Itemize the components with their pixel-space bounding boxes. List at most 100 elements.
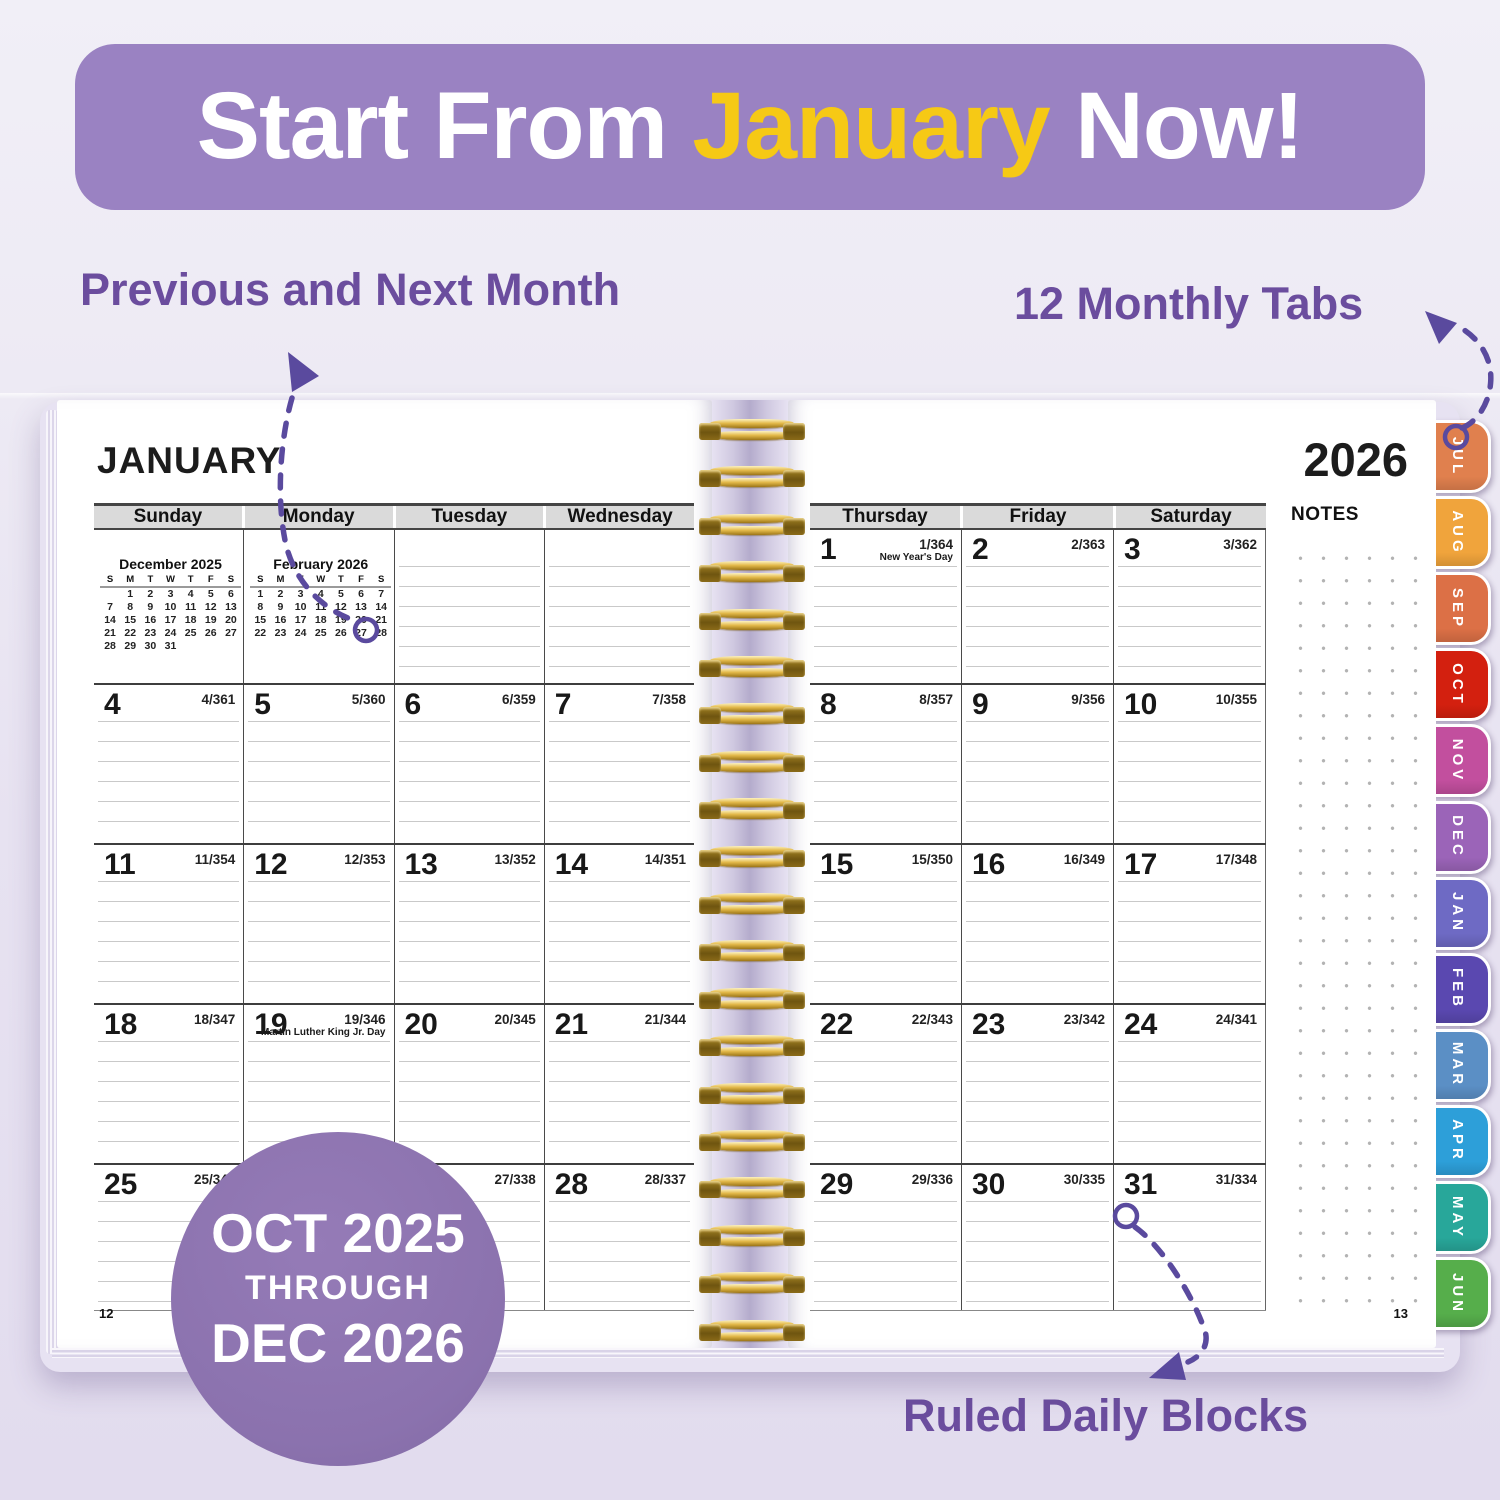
mini-day: 30 xyxy=(144,640,157,652)
spiral-loop xyxy=(697,893,807,919)
ruled-lines xyxy=(814,881,957,997)
notes-dot-grid xyxy=(1284,540,1424,1312)
mini-day: 26 xyxy=(204,627,217,639)
day-cell: 2 2/363 xyxy=(962,530,1114,683)
mini-day-letter: S xyxy=(106,574,114,585)
mini-day-letter: T xyxy=(187,574,194,585)
day-header: Saturday xyxy=(1116,506,1266,528)
day-cell: 9 9/356 xyxy=(962,685,1114,843)
spiral-anchor xyxy=(783,897,805,914)
month-tab-label: OCT xyxy=(1449,662,1466,707)
month-tab-label: JUN xyxy=(1449,1272,1466,1315)
spiral-anchor xyxy=(699,470,721,488)
date-number: 4 xyxy=(104,688,121,721)
spiral-wire xyxy=(710,1082,794,1092)
day-header: Wednesday xyxy=(546,506,694,528)
mini-day: 21 xyxy=(104,627,116,639)
day-of-year: 19/346 xyxy=(344,1012,386,1027)
mini-day: 25 xyxy=(184,627,197,639)
date-range-badge: OCT 2025 THROUGH DEC 2026 xyxy=(171,1132,505,1466)
day-of-year: 18/347 xyxy=(193,1012,236,1027)
mini-day: 5 xyxy=(337,588,344,600)
spiral-wire xyxy=(710,466,794,476)
spiral-anchor xyxy=(699,802,721,820)
day-of-year: 23/342 xyxy=(1063,1012,1105,1027)
mini-day: 7 xyxy=(378,588,385,600)
month-tab-label: JAN xyxy=(1449,892,1466,935)
spiral-anchor xyxy=(699,1181,721,1199)
ruled-lines xyxy=(966,1201,1109,1304)
spiral-anchor xyxy=(783,707,805,725)
day-cell: 4 4/361 xyxy=(94,685,245,843)
ruled-lines xyxy=(398,566,540,677)
ruled-lines xyxy=(966,881,1109,997)
binding-gap xyxy=(712,400,788,1348)
month-tab-nov: NOV xyxy=(1427,724,1491,798)
day-header: Thursday xyxy=(810,506,963,528)
spiral-wire xyxy=(710,608,794,618)
badge-line-1: OCT 2025 xyxy=(211,1202,465,1264)
mini-day: 17 xyxy=(164,614,177,626)
mini-day-letter: W xyxy=(166,574,175,585)
week-row: December 2025 S M T W T F S 1 2 3 4 5 6 7 8 9 10 11 12 13 14 1… xyxy=(94,530,694,683)
spiral-anchor xyxy=(699,754,721,772)
ruled-lines xyxy=(98,881,240,997)
day-of-year: 29/336 xyxy=(911,1172,953,1187)
ruled-lines xyxy=(98,721,240,837)
ruled-lines xyxy=(548,1201,690,1304)
spiral-wire xyxy=(710,810,794,820)
spiral-anchor xyxy=(699,944,721,962)
right-day-header-row: Thursday Friday Saturday xyxy=(810,503,1266,530)
mini-day: 10 xyxy=(294,601,307,613)
ruled-lines xyxy=(814,721,957,837)
spiral-loop xyxy=(697,703,807,729)
date-number: 16 xyxy=(972,848,1006,881)
spiral-loop xyxy=(697,513,807,540)
spiral-anchor xyxy=(783,1276,805,1294)
mini-day: 20 xyxy=(225,614,237,626)
day-header: Sunday xyxy=(94,506,245,528)
holiday-label: Martin Luther King Jr. Day xyxy=(261,1027,386,1038)
page-stack-edge-left xyxy=(46,410,58,1354)
date-number: 19 xyxy=(254,1008,288,1041)
day-cell xyxy=(395,530,545,683)
spiral-anchor xyxy=(783,1228,805,1246)
badge-line-3: DEC 2026 xyxy=(211,1312,465,1374)
left-day-header-row: Sunday Monday Tuesday Wednesday xyxy=(94,503,694,530)
day-cell: 1 1/364 New Year's Day xyxy=(810,530,962,683)
spiral-wire xyxy=(710,1236,794,1246)
arrow-curve-monthly-tabs xyxy=(1458,325,1494,431)
mini-day: 31 xyxy=(164,640,177,652)
date-number: 17 xyxy=(1124,848,1158,881)
spiral-anchor xyxy=(699,517,721,535)
date-number: 12 xyxy=(254,848,288,881)
month-tab-label: SEP xyxy=(1449,587,1466,630)
spiral-anchor xyxy=(783,565,805,583)
date-number: 1 xyxy=(820,533,837,566)
spiral-wire xyxy=(710,1272,794,1282)
spiral-wire xyxy=(710,419,794,428)
month-tab-sep: SEP xyxy=(1427,572,1491,646)
mini-day-letter: S xyxy=(257,574,264,585)
ruled-lines xyxy=(1118,1041,1261,1157)
mini-day-letter: M xyxy=(276,574,285,585)
spiral-anchor xyxy=(783,517,805,535)
day-of-year: 30/335 xyxy=(1063,1172,1105,1187)
month-tab-aug: AUG xyxy=(1427,496,1491,570)
month-tab-jul: JUL xyxy=(1427,420,1491,493)
spiral-wire xyxy=(710,668,794,677)
mini-day-letter: T xyxy=(297,574,304,585)
day-cell: 12 12/353 xyxy=(244,845,395,1003)
spiral-loop xyxy=(697,940,807,966)
mini-day: 12 xyxy=(335,601,347,613)
date-number: 11 xyxy=(104,848,136,881)
arrowhead-monthly-tabs xyxy=(1425,311,1457,344)
month-tab-oct: OCT xyxy=(1427,648,1491,722)
spiral-anchor xyxy=(699,849,721,867)
spiral-wire xyxy=(710,940,794,950)
day-cell: 23 23/342 xyxy=(962,1005,1114,1163)
date-number: 7 xyxy=(554,688,572,721)
